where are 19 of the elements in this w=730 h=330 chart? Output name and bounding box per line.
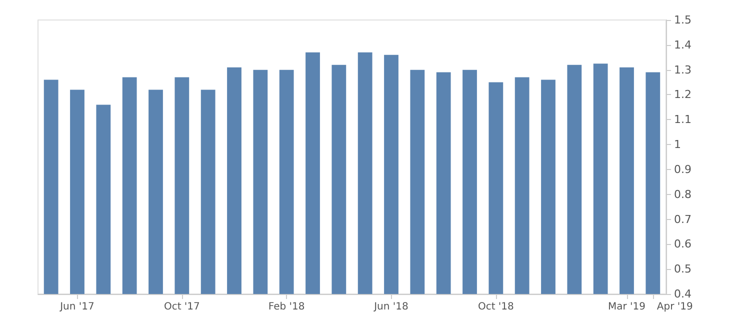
y-tick-label: 1.4: [674, 38, 692, 52]
y-tick-label: 1: [674, 138, 681, 152]
x-tick-label: Apr '19: [656, 302, 693, 312]
y-tick-label: 1.2: [674, 88, 692, 102]
y-tick-label: 1.5: [674, 14, 692, 26]
x-tick-label: Jun '17: [59, 302, 94, 312]
x-tick-label: Mar '19: [608, 302, 646, 312]
y-tick-label: 0.6: [674, 238, 692, 251]
y-tick-label: 1.3: [674, 63, 692, 76]
y-tick-label: 0.5: [674, 262, 692, 276]
y-tick-label: 0.4: [674, 288, 692, 300]
x-tick-label: Jun '18: [373, 302, 408, 312]
y-tick-label: 0.9: [674, 162, 692, 176]
x-tick-label: Oct '18: [478, 302, 514, 312]
x-tick-label: Oct '17: [164, 302, 200, 312]
x-tick-label: Feb '18: [268, 302, 305, 312]
y-tick-label: 1.1: [674, 113, 692, 126]
y-tick-label: 0.7: [674, 212, 692, 226]
y-tick-label: 0.8: [674, 188, 692, 201]
